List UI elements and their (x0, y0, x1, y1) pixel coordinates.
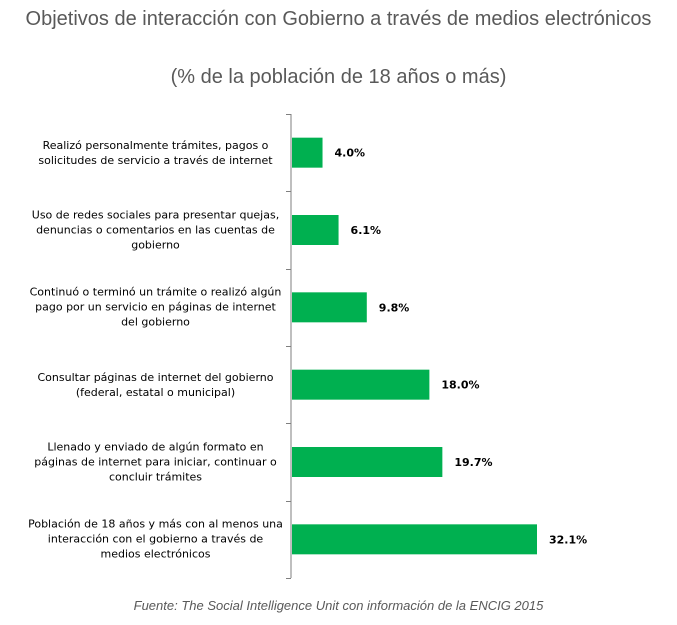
bar (292, 369, 430, 400)
bar (292, 215, 339, 245)
category-label: Población de 18 años y más con al menos … (28, 517, 283, 561)
data-label: 6.1% (351, 224, 382, 237)
chart-title: Objetivos de interacción con Gobierno a … (25, 8, 652, 30)
data-label: 19.7% (454, 456, 492, 469)
data-label: 9.8% (379, 301, 410, 314)
bar (292, 447, 443, 477)
chart-subtitle: (% de la población de 18 años o más) (170, 66, 507, 88)
category-label: Continuó o terminó un trámite o realizó … (29, 285, 282, 329)
bar (292, 292, 367, 323)
category-label: Realizó personalmente trámites, pagos o … (38, 138, 273, 167)
data-label: 4.0% (335, 147, 366, 160)
source-note: Fuente: The Social Intelligence Unit con… (133, 598, 544, 613)
bar (292, 137, 323, 168)
data-label: 32.1% (549, 533, 587, 546)
category-label: Consultar páginas de internet del gobier… (37, 370, 274, 399)
category-label: Llenado y enviado de algún formato en pá… (34, 440, 277, 484)
category-label: Uso de redes sociales para presentar que… (31, 208, 280, 252)
bar (292, 524, 537, 555)
data-label: 18.0% (441, 379, 479, 392)
